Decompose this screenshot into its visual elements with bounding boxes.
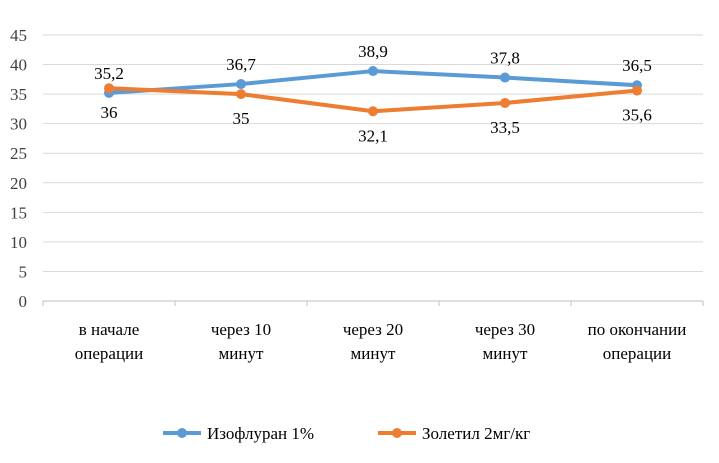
series-0-point: [368, 66, 378, 77]
legend: Изофлуран 1% Золетил 2мг/кг: [163, 424, 530, 443]
series-1-point: [500, 97, 510, 108]
gridlines: [42, 34, 704, 306]
y-tick-label: 35: [10, 85, 27, 104]
y-tick-label: 0: [19, 292, 28, 311]
series-1-point: [236, 89, 246, 100]
series-1-data-label: 33,5: [490, 118, 520, 137]
legend-label: Золетил 2мг/кг: [422, 424, 530, 443]
x-tick-label: в начале операции: [75, 320, 143, 363]
y-tick-label: 10: [10, 233, 27, 252]
series-1-data-label: 36: [101, 103, 118, 122]
x-tick-label: через 20 минут: [343, 320, 403, 363]
x-tick-label: через 30 минут: [475, 320, 535, 363]
y-tick-label: 25: [10, 144, 27, 163]
y-tick-label: 20: [10, 174, 27, 193]
legend-label: Изофлуран 1%: [207, 424, 314, 443]
x-tick-label: по окончании операции: [588, 320, 687, 363]
series-lines: [104, 66, 642, 117]
series-1-point: [632, 85, 642, 96]
series-0-point: [500, 72, 510, 83]
series-1-data-label: 35: [233, 109, 250, 128]
data-labels: 35,2 36,7 38,9 37,8 36,5 36 35 32,1 33,5 35,6: [94, 42, 652, 145]
series-0-data-label: 36,5: [622, 56, 652, 75]
series-0-data-label: 38,9: [358, 42, 388, 61]
series-0-data-label: 35,2: [94, 64, 124, 83]
series-1-data-label: 35,6: [622, 106, 652, 125]
series-0-data-label: 37,8: [490, 49, 520, 68]
y-tick-label: 15: [10, 203, 27, 222]
y-tick-label: 40: [10, 56, 27, 75]
series-1-point: [104, 83, 114, 94]
y-tick-label: 45: [10, 26, 27, 45]
series-0-point: [236, 79, 246, 90]
x-axis-ticks: в начале операции через 10 минут через 20 мин…: [75, 320, 687, 363]
series-0-data-label: 36,7: [226, 55, 256, 74]
y-axis-ticks: 0 5 10 15 20 25 30 35 40 45: [10, 26, 27, 311]
series-1-data-label: 32,1: [358, 126, 388, 145]
y-tick-label: 30: [10, 115, 27, 134]
series-1-point: [368, 106, 378, 117]
y-tick-label: 5: [19, 262, 28, 281]
legend-swatch-marker: [392, 428, 402, 438]
x-tick-label: через 10 минут: [211, 320, 271, 363]
legend-swatch-marker: [177, 428, 187, 438]
